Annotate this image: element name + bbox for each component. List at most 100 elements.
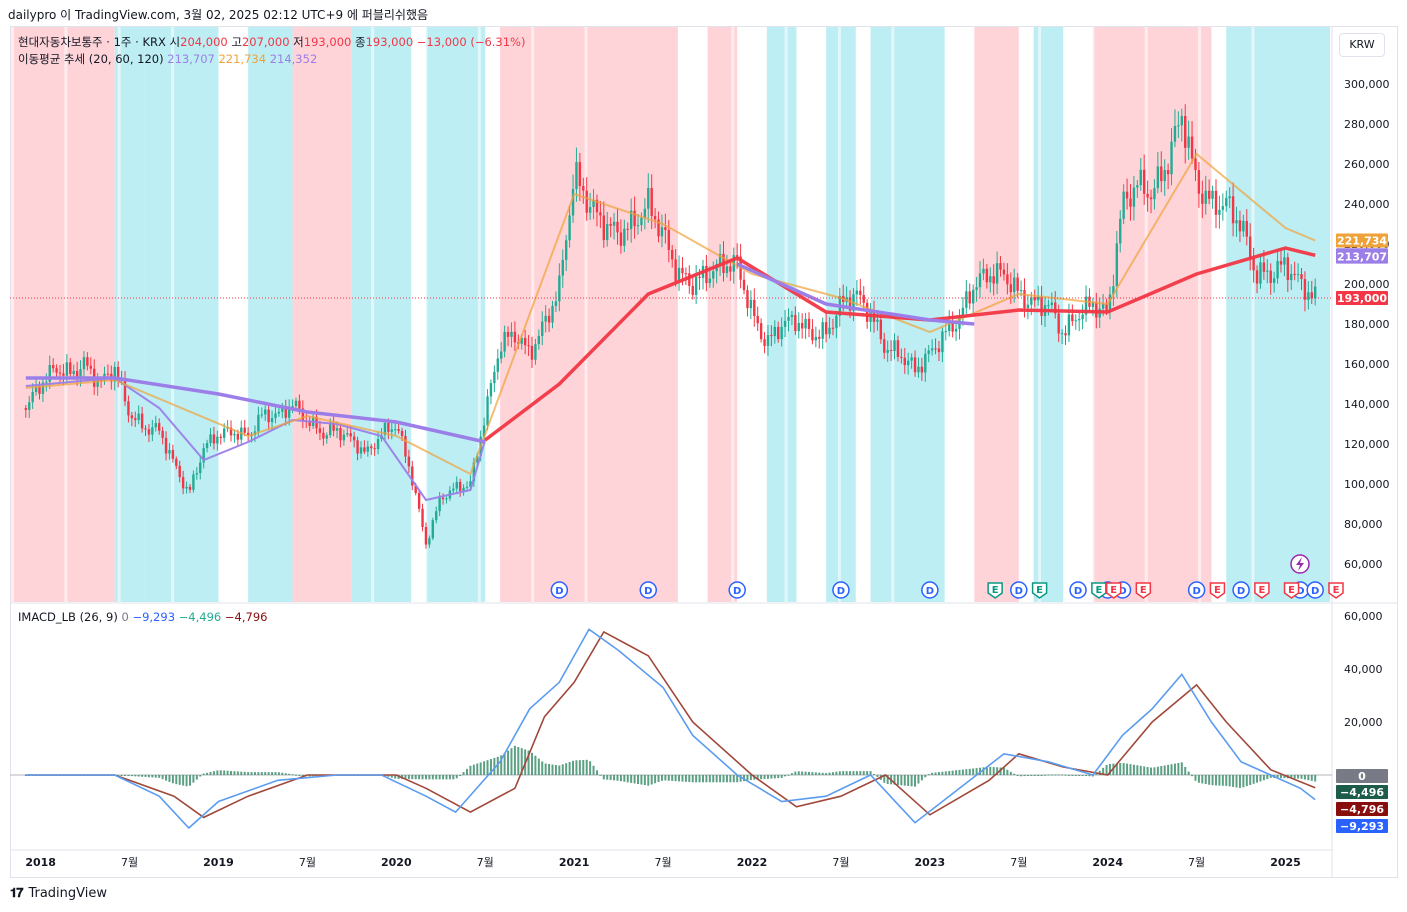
macd-hist-bar [729,775,732,783]
currency-button[interactable]: KRW [1339,33,1385,57]
macd-hist-bar [264,772,267,775]
price-tick-label: 140,000 [1344,398,1390,411]
macd-hist-bar [674,775,677,782]
regime-band [11,27,115,602]
macd-hist-bar [968,768,971,775]
ma-line-long-early [25,376,486,444]
candle-body [1221,206,1225,210]
macd-hist-bar [931,772,934,775]
candle-body [1228,196,1231,199]
macd-hist-bar [743,775,746,782]
macd-hist-bar [1108,763,1111,775]
candle-body [500,351,503,359]
candle-body [287,407,291,418]
macd-hist-bar [223,770,226,775]
symbol-label[interactable]: 현대자동차보통주 · 1주 · KRX [18,35,166,49]
regime-stripe [117,27,121,602]
macd-marker-label: −4,496 [1340,786,1384,799]
macd-label[interactable]: IMACD_LB (26, 9) [18,610,118,624]
candle-body [773,326,777,337]
macd-hist-bar [992,767,995,775]
tradingview-brand[interactable]: 𝟏𝟕 TradingView [10,886,107,901]
candle-body [339,428,342,441]
macd-hist-bar [236,771,239,775]
macd-hist-bar [295,774,298,776]
macd-hist-bar [1276,775,1279,779]
dividend-marker-letter: D [1237,586,1245,597]
macd-hist-bar [1143,766,1146,775]
macd-hist-bar [124,775,127,776]
macd-hist-bar [691,775,694,783]
candle-body [1119,218,1122,244]
macd-hist-bar [240,771,243,775]
macd-hist-bar [1184,766,1187,775]
macd-hist-bar [660,775,663,781]
macd-hist-bar [500,755,503,775]
macd-hist-bar [948,770,951,775]
ma-label[interactable]: 이동평균 추세 (20, 60, 120) [18,52,164,66]
candle-body [1101,303,1105,309]
dividend-marker-letter: D [1296,586,1304,597]
macd-hist-bar [1009,771,1012,775]
macd-hist-bar [1279,775,1282,779]
earnings-marker-icon [1254,582,1270,599]
candle-body [746,290,749,309]
macd-hist-bar [510,748,513,775]
candle-body [561,259,564,276]
candle-body [229,427,233,436]
macd-hist-bar [1225,775,1228,786]
macd-hist-bar [647,775,650,786]
earnings-marker-icon [1031,582,1048,599]
candle-body [1211,190,1214,199]
macd-hist-bar [1078,775,1081,776]
macd-signal-line [25,630,1316,819]
dividend-marker-letter: D [1311,586,1319,597]
candle-body [1252,258,1255,271]
earnings-marker-letter: E [1110,585,1117,596]
macd-tick-label: 40,000 [1344,663,1383,676]
candle-body [818,336,821,339]
candle-body [681,267,684,274]
candle-body [735,255,739,257]
candle-body [753,299,756,317]
macd-hist-bar [147,775,150,778]
macd-hist-bar [589,761,592,775]
macd-hist-bar [917,775,920,784]
regime-band [1092,27,1212,602]
candle-body [712,271,715,279]
macd-hist-bar [582,759,585,775]
macd-hist-bar [452,775,455,780]
candle-body [883,339,886,353]
chart-frame [10,26,1398,878]
candle-body [294,400,298,407]
candle-body [168,450,171,454]
macd-hist-bar [1115,763,1118,775]
candle-body [188,486,192,490]
macd-hist-bar [243,771,246,775]
candle-body [677,267,681,282]
macd-hist-bar [1002,767,1005,775]
candle-body [45,381,48,383]
macd-hist-bar [643,775,646,786]
candle-body [134,418,137,421]
macd-hist-bar [766,775,769,779]
candle-body [588,207,592,213]
macd-hist-bar [1026,775,1029,776]
candle-body [547,315,551,323]
candle-body [520,337,523,344]
macd-hist-bar [1129,764,1132,775]
candle-body [855,290,859,295]
macd-hist-bar [1037,775,1040,776]
candle-body [1190,136,1194,159]
macd-hist-bar [609,775,612,781]
candle-body [903,357,906,366]
candle-body [814,336,818,341]
low-label: 저 [293,35,304,49]
candle-body [537,335,541,345]
macd-hist-bar [298,775,301,776]
candle-body [1197,170,1201,194]
price-tick-label: 100,000 [1344,478,1390,491]
macd-hist-bar [831,772,834,775]
macd-hist-bar [808,771,811,775]
